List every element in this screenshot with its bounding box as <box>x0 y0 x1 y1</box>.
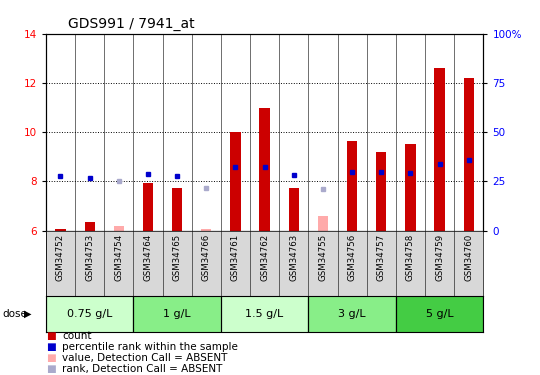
Text: GSM34760: GSM34760 <box>464 234 473 281</box>
Text: GSM34752: GSM34752 <box>56 234 65 281</box>
Text: GSM34762: GSM34762 <box>260 234 269 281</box>
Bar <box>396 296 483 332</box>
Text: percentile rank within the sample: percentile rank within the sample <box>62 342 238 352</box>
Text: ■: ■ <box>46 364 56 374</box>
Bar <box>201 230 211 231</box>
Bar <box>289 188 299 231</box>
Text: GSM34758: GSM34758 <box>406 234 415 281</box>
Text: GSM34759: GSM34759 <box>435 234 444 281</box>
Bar <box>56 230 65 231</box>
Bar <box>46 296 133 332</box>
Bar <box>260 108 269 231</box>
Bar <box>435 68 444 231</box>
Text: count: count <box>62 331 92 340</box>
Text: 3 g/L: 3 g/L <box>338 309 366 319</box>
Text: 0.75 g/L: 0.75 g/L <box>67 309 112 319</box>
Text: 1 g/L: 1 g/L <box>163 309 191 319</box>
Text: GSM34764: GSM34764 <box>144 234 152 281</box>
Text: GSM34755: GSM34755 <box>319 234 327 281</box>
Text: value, Detection Call = ABSENT: value, Detection Call = ABSENT <box>62 353 227 363</box>
Text: GSM34766: GSM34766 <box>202 234 211 281</box>
Bar <box>308 296 396 332</box>
Bar <box>406 144 415 231</box>
Text: ■: ■ <box>46 353 56 363</box>
Text: ■: ■ <box>46 331 56 340</box>
Bar <box>85 222 94 231</box>
Bar <box>172 188 182 231</box>
Text: rank, Detection Call = ABSENT: rank, Detection Call = ABSENT <box>62 364 222 374</box>
Text: GSM34756: GSM34756 <box>348 234 356 281</box>
Text: GDS991 / 7941_at: GDS991 / 7941_at <box>68 17 194 32</box>
Text: dose: dose <box>3 309 28 319</box>
Bar <box>231 132 240 231</box>
Bar <box>347 141 357 231</box>
Text: ▶: ▶ <box>24 309 31 319</box>
Text: GSM34757: GSM34757 <box>377 234 386 281</box>
Bar <box>143 183 153 231</box>
Bar <box>221 296 308 332</box>
Bar <box>464 78 474 231</box>
Text: GSM34765: GSM34765 <box>173 234 181 281</box>
Text: 1.5 g/L: 1.5 g/L <box>246 309 284 319</box>
Text: GSM34761: GSM34761 <box>231 234 240 281</box>
Text: ■: ■ <box>46 342 56 352</box>
Text: GSM34763: GSM34763 <box>289 234 298 281</box>
Bar <box>133 296 221 332</box>
Bar <box>114 226 124 231</box>
Bar <box>376 152 386 231</box>
Text: 5 g/L: 5 g/L <box>426 309 454 319</box>
Text: GSM34754: GSM34754 <box>114 234 123 281</box>
Text: GSM34753: GSM34753 <box>85 234 94 281</box>
Bar <box>318 216 328 231</box>
